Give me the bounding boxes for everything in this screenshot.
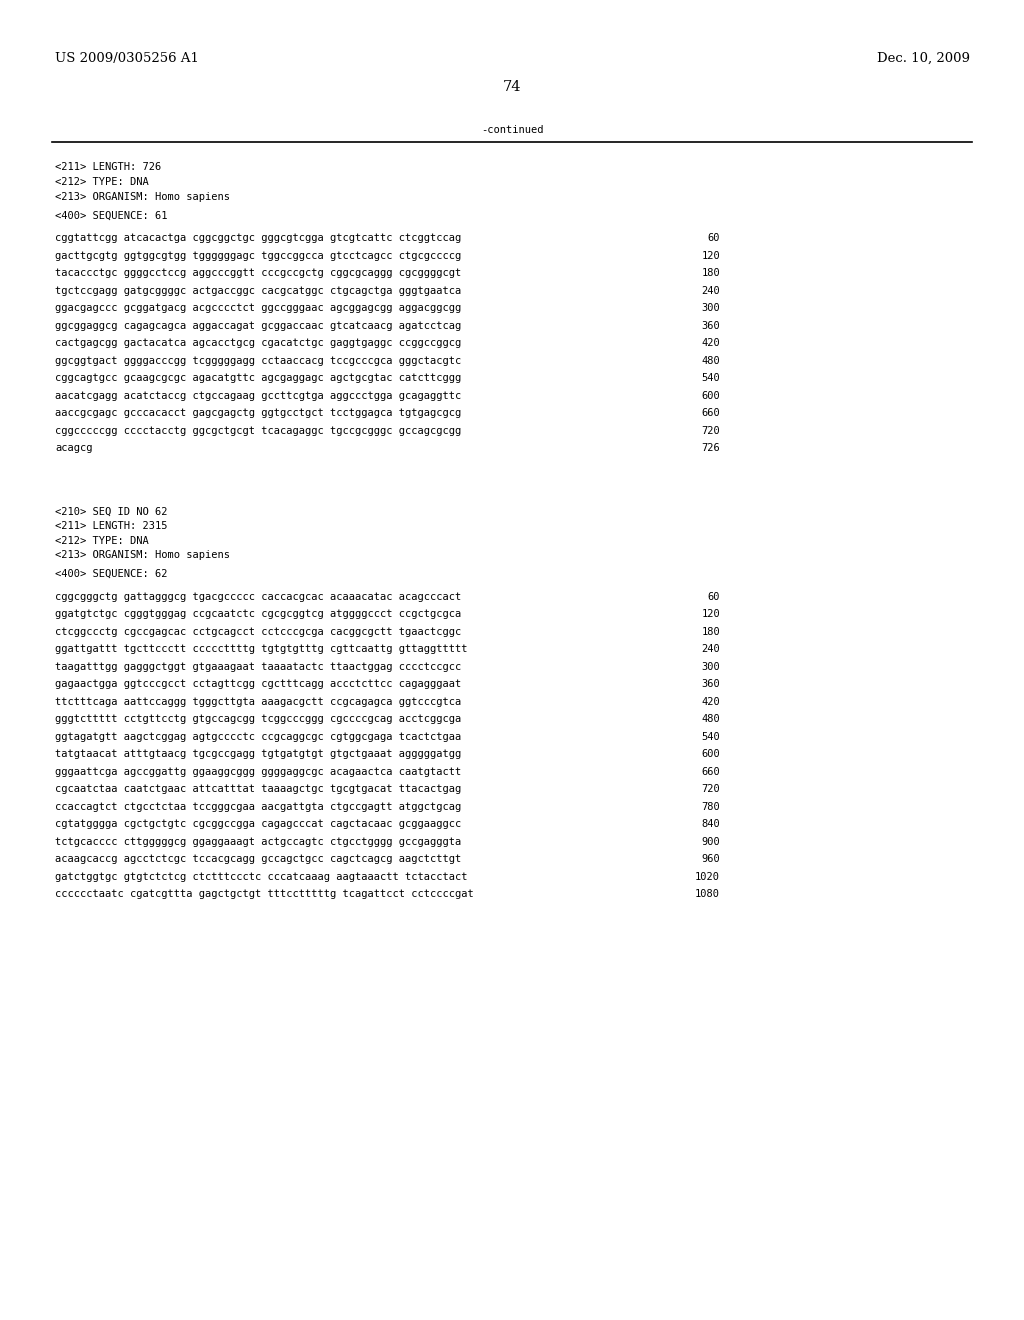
Text: <400> SEQUENCE: 62: <400> SEQUENCE: 62 [55,569,168,579]
Text: taagatttgg gagggctggt gtgaaagaat taaaatactc ttaactggag cccctccgcc: taagatttgg gagggctggt gtgaaagaat taaaata… [55,661,461,672]
Text: 180: 180 [701,268,720,279]
Text: 840: 840 [701,820,720,829]
Text: 1020: 1020 [695,871,720,882]
Text: cggcagtgcc gcaagcgcgc agacatgttc agcgaggagc agctgcgtac catcttcggg: cggcagtgcc gcaagcgcgc agacatgttc agcgagg… [55,374,461,383]
Text: Dec. 10, 2009: Dec. 10, 2009 [877,51,970,65]
Text: cccccctaatc cgatcgttta gagctgctgt tttcctttttg tcagattcct cctccccgat: cccccctaatc cgatcgttta gagctgctgt tttcct… [55,890,474,899]
Text: 240: 240 [701,285,720,296]
Text: ggacgagccc gcggatgacg acgcccctct ggccgggaac agcggagcgg aggacggcgg: ggacgagccc gcggatgacg acgcccctct ggccggg… [55,304,461,313]
Text: 540: 540 [701,374,720,383]
Text: <210> SEQ ID NO 62: <210> SEQ ID NO 62 [55,507,168,516]
Text: tctgcacccc cttgggggcg ggaggaaagt actgccagtc ctgcctgggg gccgagggta: tctgcacccc cttgggggcg ggaggaaagt actgcca… [55,837,461,846]
Text: 600: 600 [701,750,720,759]
Text: ccaccagtct ctgcctctaa tccgggcgaa aacgattgta ctgccgagtt atggctgcag: ccaccagtct ctgcctctaa tccgggcgaa aacgatt… [55,801,461,812]
Text: 60: 60 [708,591,720,602]
Text: 180: 180 [701,627,720,636]
Text: ctcggccctg cgccgagcac cctgcagcct cctcccgcga cacggcgctt tgaactcggc: ctcggccctg cgccgagcac cctgcagcct cctcccg… [55,627,461,636]
Text: 300: 300 [701,661,720,672]
Text: 480: 480 [701,355,720,366]
Text: 60: 60 [708,234,720,243]
Text: ttctttcaga aattccaggg tgggcttgta aaagacgctt ccgcagagca ggtcccgtca: ttctttcaga aattccaggg tgggcttgta aaagacg… [55,697,461,706]
Text: 540: 540 [701,731,720,742]
Text: gagaactgga ggtcccgcct cctagttcgg cgctttcagg accctcttcc cagagggaat: gagaactgga ggtcccgcct cctagttcgg cgctttc… [55,680,461,689]
Text: 900: 900 [701,837,720,846]
Text: 300: 300 [701,304,720,313]
Text: cggcgggctg gattagggcg tgacgccccc caccacgcac acaaacatac acagcccact: cggcgggctg gattagggcg tgacgccccc caccacg… [55,591,461,602]
Text: 600: 600 [701,391,720,400]
Text: tacaccctgc ggggcctccg aggcccggtt cccgccgctg cggcgcaggg cgcggggcgt: tacaccctgc ggggcctccg aggcccggtt cccgccg… [55,268,461,279]
Text: 660: 660 [701,767,720,776]
Text: gggaattcga agccggattg ggaaggcggg ggggaggcgc acagaactca caatgtactt: gggaattcga agccggattg ggaaggcggg ggggagg… [55,767,461,776]
Text: 74: 74 [503,81,521,94]
Text: cgtatgggga cgctgctgtc cgcggccgga cagagcccat cagctacaac gcggaaggcc: cgtatgggga cgctgctgtc cgcggccgga cagagcc… [55,820,461,829]
Text: 720: 720 [701,784,720,795]
Text: gggtcttttt cctgttcctg gtgccagcgg tcggcccggg cgccccgcag acctcggcga: gggtcttttt cctgttcctg gtgccagcgg tcggccc… [55,714,461,725]
Text: 720: 720 [701,425,720,436]
Text: US 2009/0305256 A1: US 2009/0305256 A1 [55,51,199,65]
Text: 660: 660 [701,408,720,418]
Text: 420: 420 [701,697,720,706]
Text: 780: 780 [701,801,720,812]
Text: <400> SEQUENCE: 61: <400> SEQUENCE: 61 [55,210,168,220]
Text: 240: 240 [701,644,720,655]
Text: ggcggtgact ggggacccgg tcgggggagg cctaaccacg tccgcccgca gggctacgtc: ggcggtgact ggggacccgg tcgggggagg cctaacc… [55,355,461,366]
Text: <211> LENGTH: 726: <211> LENGTH: 726 [55,162,161,173]
Text: cactgagcgg gactacatca agcacctgcg cgacatctgc gaggtgaggc ccggccggcg: cactgagcgg gactacatca agcacctgcg cgacatc… [55,338,461,348]
Text: <212> TYPE: DNA: <212> TYPE: DNA [55,177,148,187]
Text: acagcg: acagcg [55,444,92,453]
Text: tatgtaacat atttgtaacg tgcgccgagg tgtgatgtgt gtgctgaaat agggggatgg: tatgtaacat atttgtaacg tgcgccgagg tgtgatg… [55,750,461,759]
Text: cggtattcgg atcacactga cggcggctgc gggcgtcgga gtcgtcattc ctcggtccag: cggtattcgg atcacactga cggcggctgc gggcgtc… [55,234,461,243]
Text: ggatgtctgc cgggtgggag ccgcaatctc cgcgcggtcg atggggccct ccgctgcgca: ggatgtctgc cgggtgggag ccgcaatctc cgcgcgg… [55,610,461,619]
Text: <212> TYPE: DNA: <212> TYPE: DNA [55,536,148,545]
Text: acaagcaccg agcctctcgc tccacgcagg gccagctgcc cagctcagcg aagctcttgt: acaagcaccg agcctctcgc tccacgcagg gccagct… [55,854,461,865]
Text: 480: 480 [701,714,720,725]
Text: 420: 420 [701,338,720,348]
Text: aacatcgagg acatctaccg ctgccagaag gccttcgtga aggccctgga gcagaggttc: aacatcgagg acatctaccg ctgccagaag gccttcg… [55,391,461,400]
Text: 726: 726 [701,444,720,453]
Text: ggattgattt tgcttccctt cccccttttg tgtgtgtttg cgttcaattg gttaggttttt: ggattgattt tgcttccctt cccccttttg tgtgtgt… [55,644,468,655]
Text: <213> ORGANISM: Homo sapiens: <213> ORGANISM: Homo sapiens [55,191,230,202]
Text: ggtagatgtt aagctcggag agtgcccctc ccgcaggcgc cgtggcgaga tcactctgaa: ggtagatgtt aagctcggag agtgcccctc ccgcagg… [55,731,461,742]
Text: -continued: -continued [480,125,544,135]
Text: <213> ORGANISM: Homo sapiens: <213> ORGANISM: Homo sapiens [55,550,230,560]
Text: 120: 120 [701,251,720,260]
Text: 360: 360 [701,321,720,330]
Text: cgcaatctaa caatctgaac attcatttat taaaagctgc tgcgtgacat ttacactgag: cgcaatctaa caatctgaac attcatttat taaaagc… [55,784,461,795]
Text: cggcccccgg cccctacctg ggcgctgcgt tcacagaggc tgccgcgggc gccagcgcgg: cggcccccgg cccctacctg ggcgctgcgt tcacaga… [55,425,461,436]
Text: aaccgcgagc gcccacacct gagcgagctg ggtgcctgct tcctggagca tgtgagcgcg: aaccgcgagc gcccacacct gagcgagctg ggtgcct… [55,408,461,418]
Text: ggcggaggcg cagagcagca aggaccagat gcggaccaac gtcatcaacg agatcctcag: ggcggaggcg cagagcagca aggaccagat gcggacc… [55,321,461,330]
Text: tgctccgagg gatgcggggc actgaccggc cacgcatggc ctgcagctga gggtgaatca: tgctccgagg gatgcggggc actgaccggc cacgcat… [55,285,461,296]
Text: 360: 360 [701,680,720,689]
Text: 960: 960 [701,854,720,865]
Text: 120: 120 [701,610,720,619]
Text: 1080: 1080 [695,890,720,899]
Text: gacttgcgtg ggtggcgtgg tggggggagc tggccggcca gtcctcagcc ctgcgccccg: gacttgcgtg ggtggcgtgg tggggggagc tggccgg… [55,251,461,260]
Text: gatctggtgc gtgtctctcg ctctttccctc cccatcaaag aagtaaactt tctacctact: gatctggtgc gtgtctctcg ctctttccctc cccatc… [55,871,468,882]
Text: <211> LENGTH: 2315: <211> LENGTH: 2315 [55,521,168,531]
